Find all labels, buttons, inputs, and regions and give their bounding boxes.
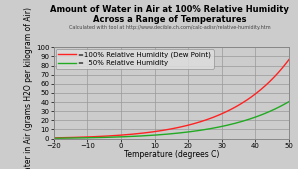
=100% Relative Humidity (Dew Point) xyxy=(179,126,183,128)
=100% Relative Humidity (Dew Point) xyxy=(52,137,55,139)
=  50% Relative Humidity xyxy=(245,119,249,121)
=100% Relative Humidity (Dew Point) xyxy=(287,58,291,61)
Text: Across a Range of Temperatures: Across a Range of Temperatures xyxy=(93,15,247,24)
Text: Amount of Water in Air at 100% Relative Humidity: Amount of Water in Air at 100% Relative … xyxy=(50,5,289,14)
=  50% Relative Humidity xyxy=(165,133,169,135)
=100% Relative Humidity (Dew Point) xyxy=(165,129,169,131)
Legend: =100% Relative Humidity (Dew Point), =  50% Relative Humidity: =100% Relative Humidity (Dew Point), = 5… xyxy=(56,49,214,68)
Text: Calculated with tool at http://www.decible.ch.com/calc-adisr/relative-humidity.h: Calculated with tool at http://www.decib… xyxy=(69,25,271,30)
Y-axis label: Water in Air (grams H2O per kilogram of Air): Water in Air (grams H2O per kilogram of … xyxy=(24,7,33,169)
X-axis label: Temperature (degrees C): Temperature (degrees C) xyxy=(124,150,219,159)
Line: =  50% Relative Humidity: = 50% Relative Humidity xyxy=(54,102,289,138)
=100% Relative Humidity (Dew Point) xyxy=(192,123,195,125)
Line: =100% Relative Humidity (Dew Point): =100% Relative Humidity (Dew Point) xyxy=(54,59,289,138)
=100% Relative Humidity (Dew Point) xyxy=(245,99,249,101)
=100% Relative Humidity (Dew Point) xyxy=(282,66,285,68)
=  50% Relative Humidity xyxy=(52,137,55,139)
=  50% Relative Humidity xyxy=(164,133,167,135)
=  50% Relative Humidity xyxy=(287,101,291,103)
=  50% Relative Humidity xyxy=(282,104,285,106)
=  50% Relative Humidity xyxy=(179,132,183,134)
=  50% Relative Humidity xyxy=(192,130,195,132)
=100% Relative Humidity (Dew Point) xyxy=(164,129,167,131)
